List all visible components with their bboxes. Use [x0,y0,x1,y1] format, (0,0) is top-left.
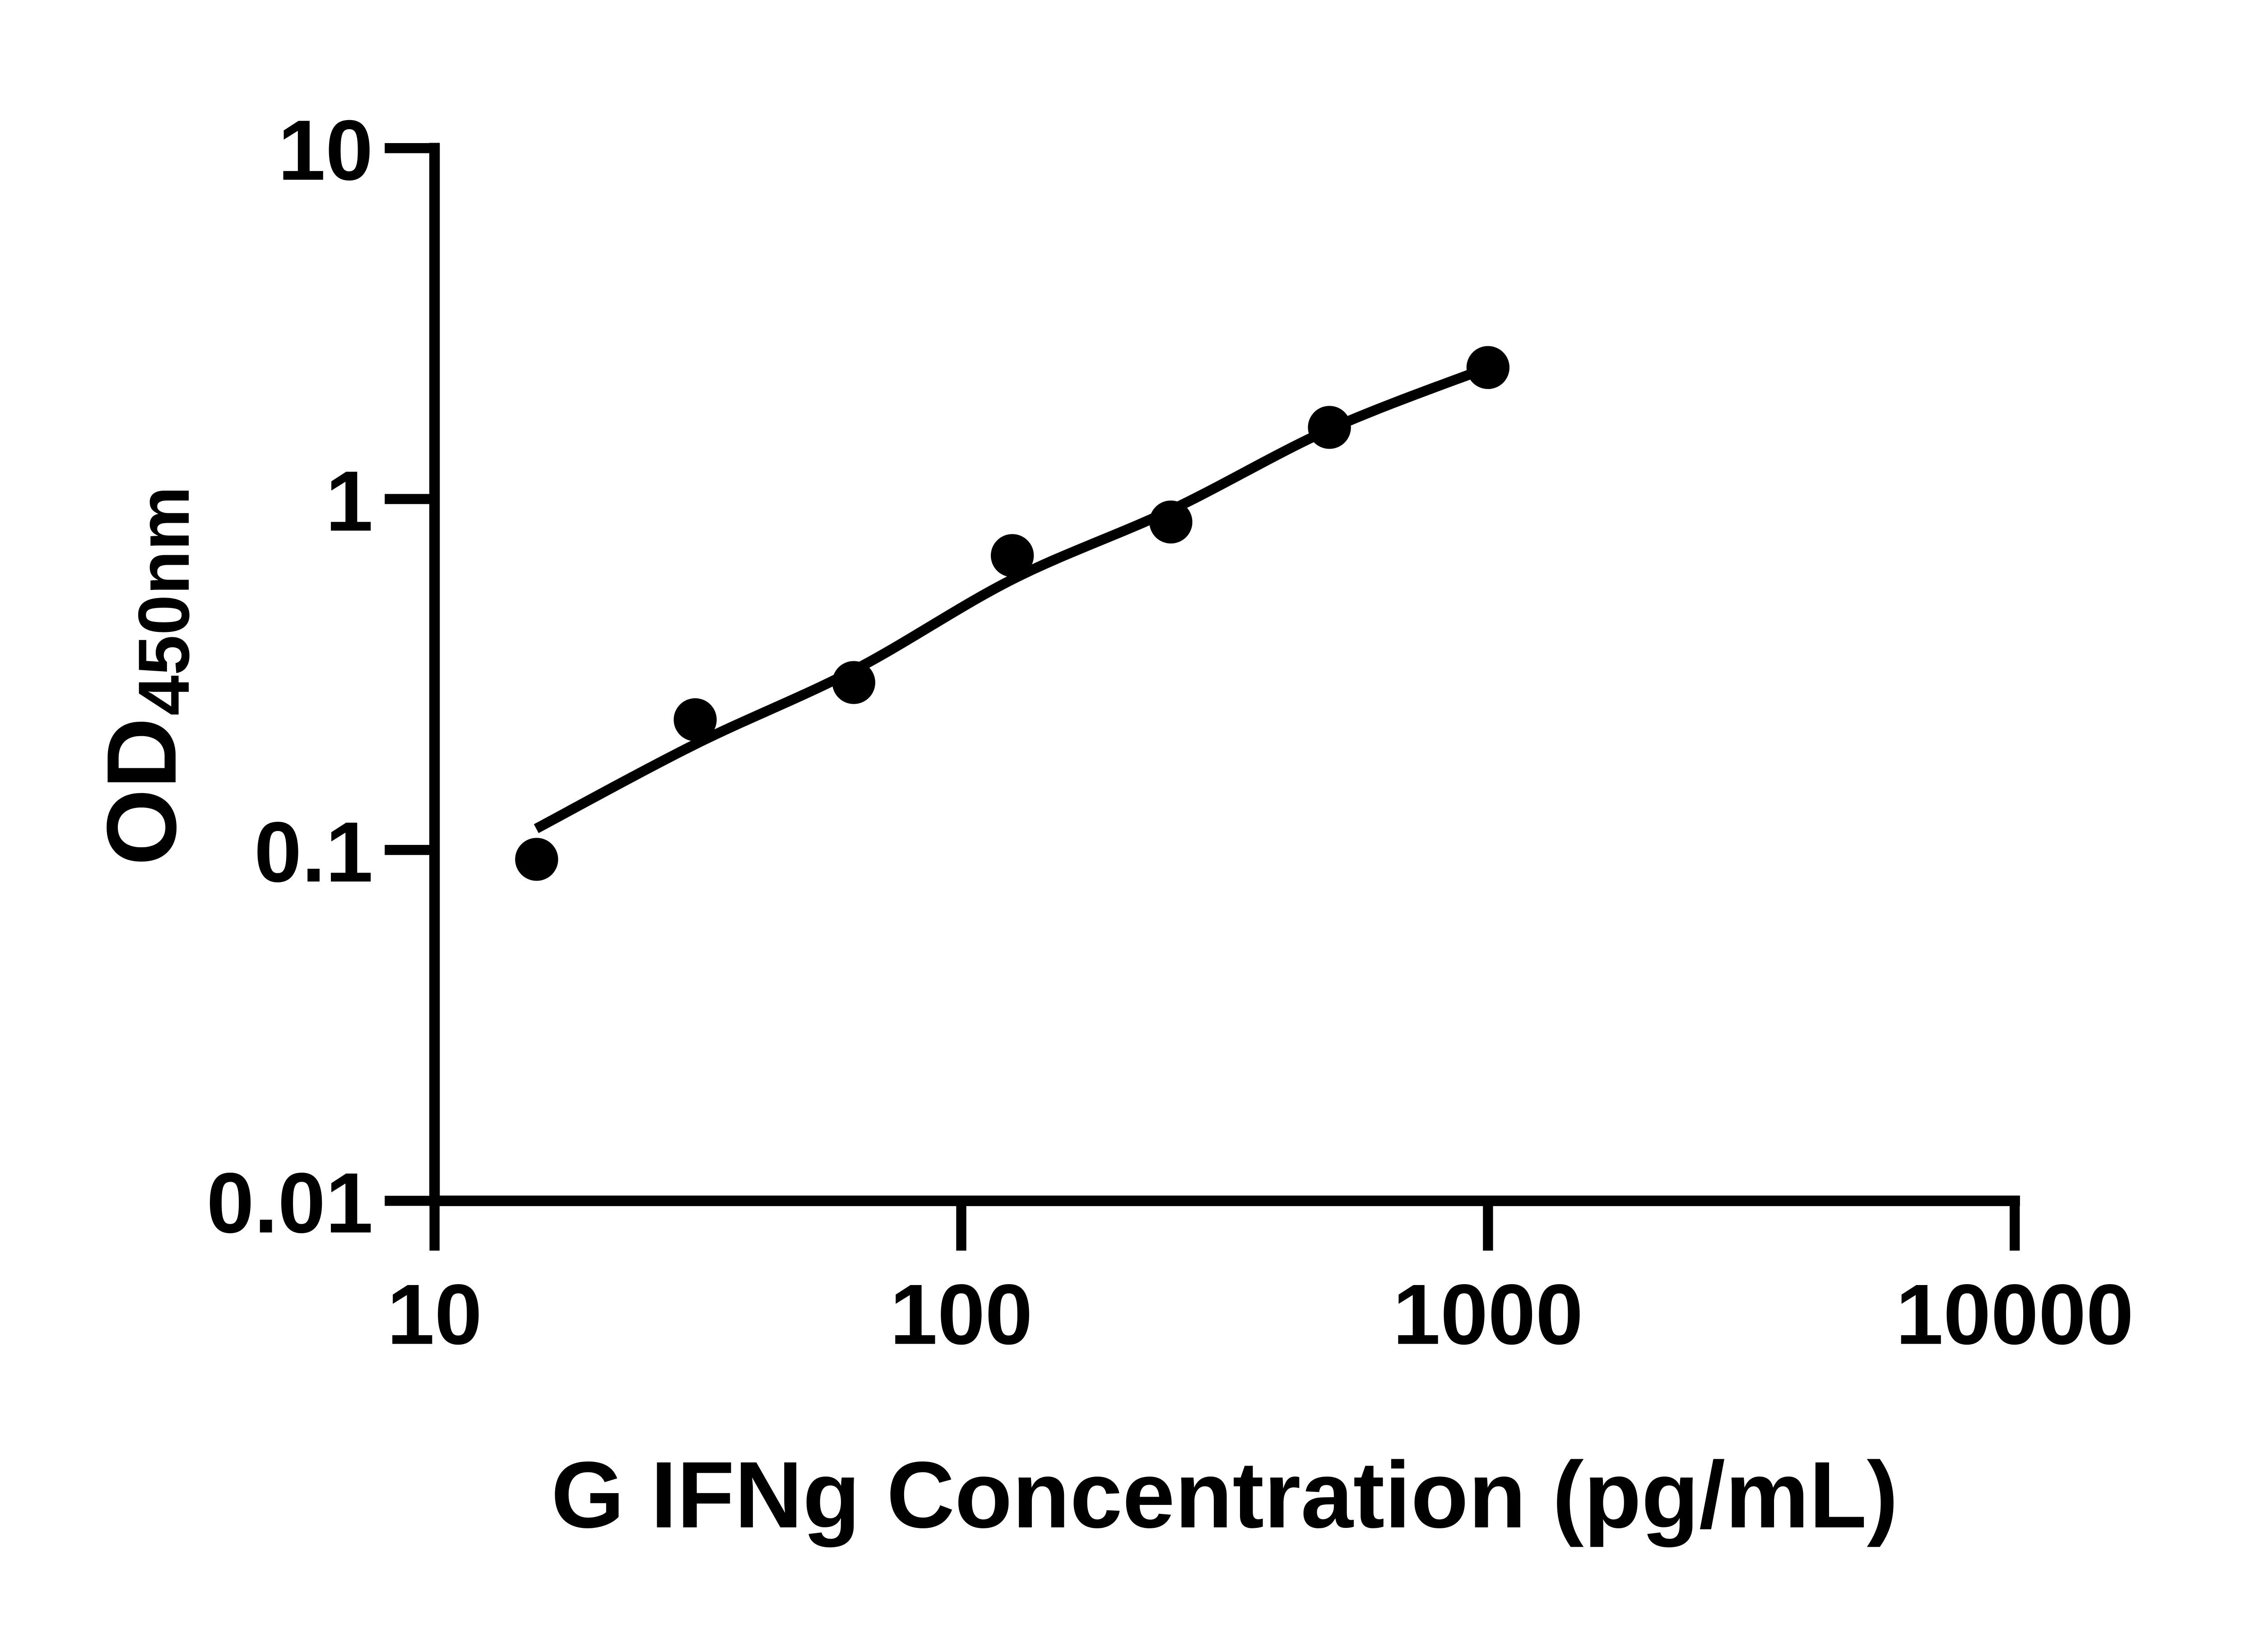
x-tick-label: 10 [387,1267,482,1362]
x-tick-label: 100 [890,1267,1032,1362]
y-axis-title-main: OD [87,718,197,866]
data-point-marker [990,534,1034,577]
x-axis-title: G IFNg Concentration (pg/mL) [551,1443,1898,1548]
fit-curve-line [534,362,1490,833]
data-point-marker [673,698,717,742]
x-tick-label: 10000 [1896,1267,2134,1362]
x-tick-label: 1000 [1393,1267,1583,1362]
y-tick-label: 0.1 [254,804,373,900]
axes-layer [385,143,2020,1251]
chart-canvas: 0.01 0.1 1 10 10 100 1000 10000 G IFNg Concentr… [86,102,2134,1548]
data-point-marker [1466,346,1510,389]
y-tick-label: 0.01 [206,1155,373,1251]
elisa-standard-curve-figure: 0.01 0.1 1 10 10 100 1000 10000 G IFNg Concentr… [86,102,2134,1548]
plot-layer [515,346,1510,881]
tick-label-layer: 0.01 0.1 1 10 10 100 1000 10000 [206,102,2133,1362]
data-point-marker [515,838,558,881]
y-axis-title-subscript: 450nm [123,486,204,715]
y-axis-title: OD 450nm [87,486,204,866]
y-tick-label: 1 [325,454,373,549]
y-tick-label: 10 [278,102,373,198]
